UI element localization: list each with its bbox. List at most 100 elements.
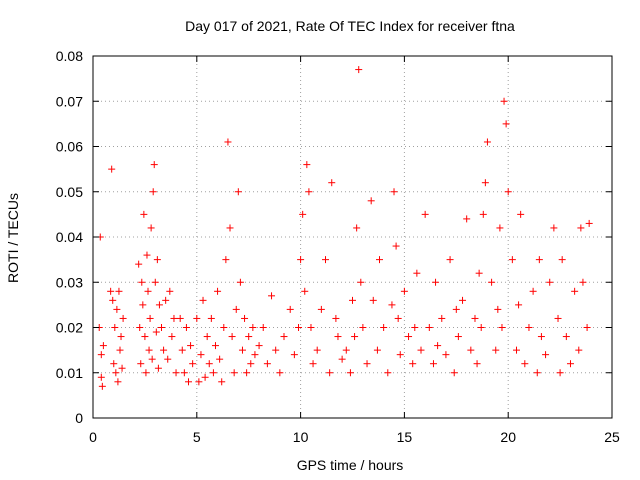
data-point [184,378,192,386]
data-point [384,369,392,377]
y-tick-label: 0.07 [56,93,83,109]
data-point [147,224,155,232]
data-point [571,287,579,295]
data-point [236,278,244,286]
data-point [197,351,205,359]
data-point [496,224,504,232]
data-point [286,305,294,313]
data-point [346,369,354,377]
data-point [119,314,127,322]
data-point [373,346,381,354]
data-point [338,355,346,363]
data-point [166,287,174,295]
data-point [187,342,195,350]
data-point [214,287,222,295]
axis-ticks: 0 5 10 15 20 25 0 0.01 0.02 0.03 0.04 0.05 0.06 0.07 0… [56,48,620,445]
data-point [152,328,160,336]
data-point [230,369,238,377]
data-point [529,287,537,295]
data-point [566,360,574,368]
data-point [508,256,516,264]
data-point [115,287,123,295]
data-point [178,346,186,354]
data-point [562,333,570,341]
data-point [136,324,144,331]
data-point [394,314,402,322]
data-point [180,369,188,377]
data-point [222,256,230,264]
data-point [153,256,161,264]
data-point [276,369,284,377]
grid-lines [93,56,612,418]
data-point [405,333,413,341]
data-point [148,355,156,363]
y-tick-label: 0.06 [56,139,83,155]
data-point [369,296,377,304]
data-point [515,301,523,309]
data-point [357,278,365,286]
data-point [517,210,525,218]
data-point [498,324,506,331]
data-point [205,360,213,368]
data-point [446,256,454,264]
data-point [432,278,440,286]
data-point [359,324,367,331]
data-point [313,346,321,354]
data-point [109,296,117,304]
data-point [195,378,203,386]
data-point [417,346,425,354]
data-point [232,305,240,313]
data-point [138,278,146,286]
data-point [351,333,359,341]
data-point [550,224,558,232]
data-point [392,242,400,250]
data-point [479,210,487,218]
data-point [280,333,288,341]
data-point [411,324,419,331]
data-point [467,346,475,354]
data-point [375,256,383,264]
data-point [207,314,215,322]
data-point [143,251,151,259]
data-point [475,269,483,277]
y-axis-label: ROTI / TECUs [5,193,21,283]
data-points [95,66,593,390]
data-point [251,351,259,359]
data-point [97,351,105,359]
data-point [168,333,176,341]
y-tick-label: 0.01 [56,365,83,381]
data-point [322,256,330,264]
data-point [454,333,462,341]
data-point [234,188,242,196]
data-point [367,197,375,205]
data-point [172,369,180,377]
data-point [170,314,178,322]
y-tick-label: 0.08 [56,48,83,64]
data-point [158,324,166,331]
data-point [107,287,115,295]
data-point [151,278,159,286]
data-point [481,179,489,187]
data-point [425,324,433,331]
data-point [297,256,305,264]
data-point [238,346,246,354]
data-point [463,215,471,223]
data-point [442,351,450,359]
data-point [309,360,317,368]
data-point [400,287,408,295]
x-tick-label: 15 [397,429,413,445]
data-point [99,342,107,350]
data-point [396,351,404,359]
data-point [546,278,554,286]
data-point [535,256,543,264]
data-point [409,360,417,368]
data-point [502,120,510,128]
data-point [429,360,437,368]
data-point [492,346,500,354]
data-point [353,224,361,232]
x-tick-label: 20 [500,429,516,445]
y-tick-label: 0.02 [56,320,83,336]
data-point [98,382,106,390]
data-point [241,314,249,322]
